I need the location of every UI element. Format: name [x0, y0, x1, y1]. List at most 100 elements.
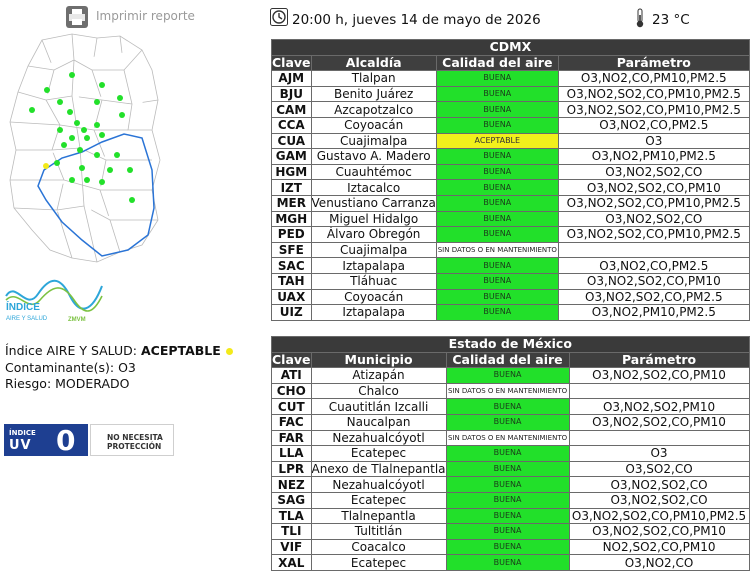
- parameters-cell: O3,NO2,CO,PM2.5: [557, 257, 750, 274]
- parameters-cell: O3,NO2,SO2,CO,PM2.5: [557, 288, 750, 306]
- station-name: Cuajimalpa: [310, 132, 437, 150]
- air-quality-cell: SIN DATOS O EN MANTENIMIENTO: [445, 382, 570, 400]
- station-code: ATI: [271, 367, 312, 384]
- parameters-cell: O3,NO2,CO,PM10,PM2.5: [557, 70, 750, 87]
- parameters-cell: O3,NO2,SO2,CO: [557, 163, 750, 181]
- station-code: VIF: [271, 538, 312, 556]
- station-name: Álvaro Obregón: [310, 226, 437, 243]
- parameters-cell: [568, 382, 750, 400]
- table-row: ATI Atizapán BUENA O3,NO2,SO2,CO,PM10: [271, 367, 750, 384]
- stations-map[interactable]: [2, 30, 162, 270]
- station-code: CUT: [271, 398, 312, 415]
- table-row: TAH Tláhuac BUENA O3,NO2,SO2,CO,PM10: [271, 272, 750, 290]
- station-name: Tláhuac: [310, 272, 437, 290]
- parameters-cell: O3: [557, 132, 750, 150]
- table-row: CHO Chalco SIN DATOS O EN MANTENIMIENTO: [271, 382, 750, 400]
- table-row: PED Álvaro Obregón BUENA O3,NO2,SO2,CO,PM10…: [271, 226, 750, 243]
- air-quality-cell: BUENA: [445, 554, 570, 571]
- station-code: TLA: [271, 507, 312, 525]
- station-name: Naucalpan: [310, 413, 447, 431]
- printer-icon[interactable]: [66, 6, 88, 28]
- air-quality-cell: BUENA: [435, 116, 559, 134]
- station-name: Ecatepec: [310, 491, 447, 509]
- clock-icon: [270, 8, 288, 26]
- thermometer-icon: [635, 8, 645, 32]
- table-row: TLI Tultitlán BUENA O3,NO2,SO2,CO,PM10: [271, 523, 750, 540]
- station-name: Miguel Hidalgo: [310, 210, 437, 228]
- station-name: Azcapotzalco: [310, 101, 437, 118]
- table-row: VIF Coacalco BUENA NO2,SO2,CO,PM10: [271, 538, 750, 556]
- station-code: LLA: [271, 445, 312, 462]
- parameters-cell: O3,NO2,SO2,CO,PM10,PM2.5: [557, 226, 750, 243]
- table-row: FAC Naucalpan BUENA O3,NO2,SO2,CO,PM10: [271, 413, 750, 431]
- column-header: Calidad del aire: [435, 54, 559, 72]
- table-row: AJM Tlalpan BUENA O3,NO2,CO,PM10,PM2.5: [271, 70, 750, 87]
- air-quality-cell: BUENA: [445, 367, 570, 384]
- air-quality-cell: BUENA: [445, 491, 570, 509]
- table-row: CCA Coyoacán BUENA O3,NO2,CO,PM2.5: [271, 116, 750, 134]
- uv-value: 0: [56, 424, 76, 457]
- station-code: FAR: [271, 429, 312, 447]
- aire-salud-logo: ÍNDICE AIRE Y SALUD ZMVM: [4, 272, 104, 328]
- station-code: IZT: [271, 179, 312, 196]
- station-code: HGM: [271, 163, 312, 181]
- uv-protection-note: NO NECESITA PROTECCIÓN: [90, 424, 174, 456]
- station-code: TLI: [271, 523, 312, 540]
- station-name: Benito Juárez: [310, 85, 437, 103]
- station-name: Iztapalapa: [310, 304, 437, 321]
- cdmx-title: CDMX: [271, 39, 750, 56]
- air-quality-cell: BUENA: [435, 179, 559, 196]
- parameters-cell: O3,NO2,SO2,CO: [557, 210, 750, 228]
- column-header: Parámetro: [568, 351, 750, 369]
- print-report-link[interactable]: Imprimir reporte: [96, 9, 195, 23]
- station-name: Cuajimalpa: [310, 241, 437, 259]
- parameters-cell: O3,NO2,SO2,CO,PM10: [557, 179, 750, 196]
- parameters-cell: O3,NO2,SO2,CO,PM10: [568, 523, 750, 540]
- risk-summary: Riesgo: MODERADO: [5, 376, 130, 391]
- parameters-cell: NO2,SO2,CO,PM10: [568, 538, 750, 556]
- table-row: SAG Ecatepec BUENA O3,NO2,SO2,CO: [271, 491, 750, 509]
- air-quality-cell: SIN DATOS O EN MANTENIMIENTO: [445, 429, 570, 447]
- parameters-cell: [557, 241, 750, 259]
- station-name: Nezahualcóyotl: [310, 429, 447, 447]
- station-name: Cuauhtémoc: [310, 163, 437, 181]
- air-quality-cell: BUENA: [445, 507, 570, 525]
- table-row: XAL Ecatepec BUENA O3,NO2,CO: [271, 554, 750, 571]
- air-quality-cell: BUENA: [445, 398, 570, 415]
- air-quality-cell: BUENA: [445, 445, 570, 462]
- table-row: CAM Azcapotzalco BUENA O3,NO2,SO2,CO,PM10,P…: [271, 101, 750, 118]
- table-row: IZT Iztacalco BUENA O3,NO2,SO2,CO,PM10: [271, 179, 750, 196]
- parameters-cell: O3,NO2,SO2,CO,PM10,PM2.5: [557, 85, 750, 103]
- station-name: Anexo de Tlalnepantla: [310, 460, 447, 478]
- station-name: Tlalpan: [310, 70, 437, 87]
- parameters-cell: O3,NO2,SO2,PM10: [568, 398, 750, 415]
- station-code: UIZ: [271, 304, 312, 321]
- station-code: SFE: [271, 241, 312, 259]
- station-code: XAL: [271, 554, 312, 571]
- table-row: LLA Ecatepec BUENA O3: [271, 445, 750, 462]
- parameters-cell: O3,NO2,PM10,PM2.5: [557, 148, 750, 165]
- station-name: Iztacalco: [310, 179, 437, 196]
- column-header: Calidad del aire: [445, 351, 570, 369]
- station-name: Atizapán: [310, 367, 447, 384]
- station-code: NEZ: [271, 476, 312, 493]
- station-code: CHO: [271, 382, 312, 400]
- column-header: Parámetro: [557, 54, 750, 72]
- parameters-cell: O3,NO2,SO2,CO: [568, 491, 750, 509]
- column-header: Municipio: [310, 351, 447, 369]
- parameters-cell: O3: [568, 445, 750, 462]
- parameters-cell: O3,NO2,SO2,CO,PM10: [568, 413, 750, 431]
- table-row: LPR Anexo de Tlalnepantla BUENA O3,SO2,CO: [271, 460, 750, 478]
- index-level-dot: [225, 348, 233, 355]
- air-quality-cell: BUENA: [435, 70, 559, 87]
- station-name: Coyoacán: [310, 288, 437, 306]
- air-quality-cell: BUENA: [445, 413, 570, 431]
- table-row: FAR Nezahualcóyotl SIN DATOS O EN MANTENIM…: [271, 429, 750, 447]
- table-row: SAC Iztapalapa BUENA O3,NO2,CO,PM2.5: [271, 257, 750, 274]
- parameters-cell: O3,NO2,PM10,PM2.5: [557, 304, 750, 321]
- air-quality-cell: BUENA: [435, 272, 559, 290]
- station-name: Nezahualcóyotl: [310, 476, 447, 493]
- risk-value: MODERADO: [55, 376, 130, 391]
- station-code: AJM: [271, 70, 312, 87]
- parameters-cell: O3,NO2,CO: [568, 554, 750, 571]
